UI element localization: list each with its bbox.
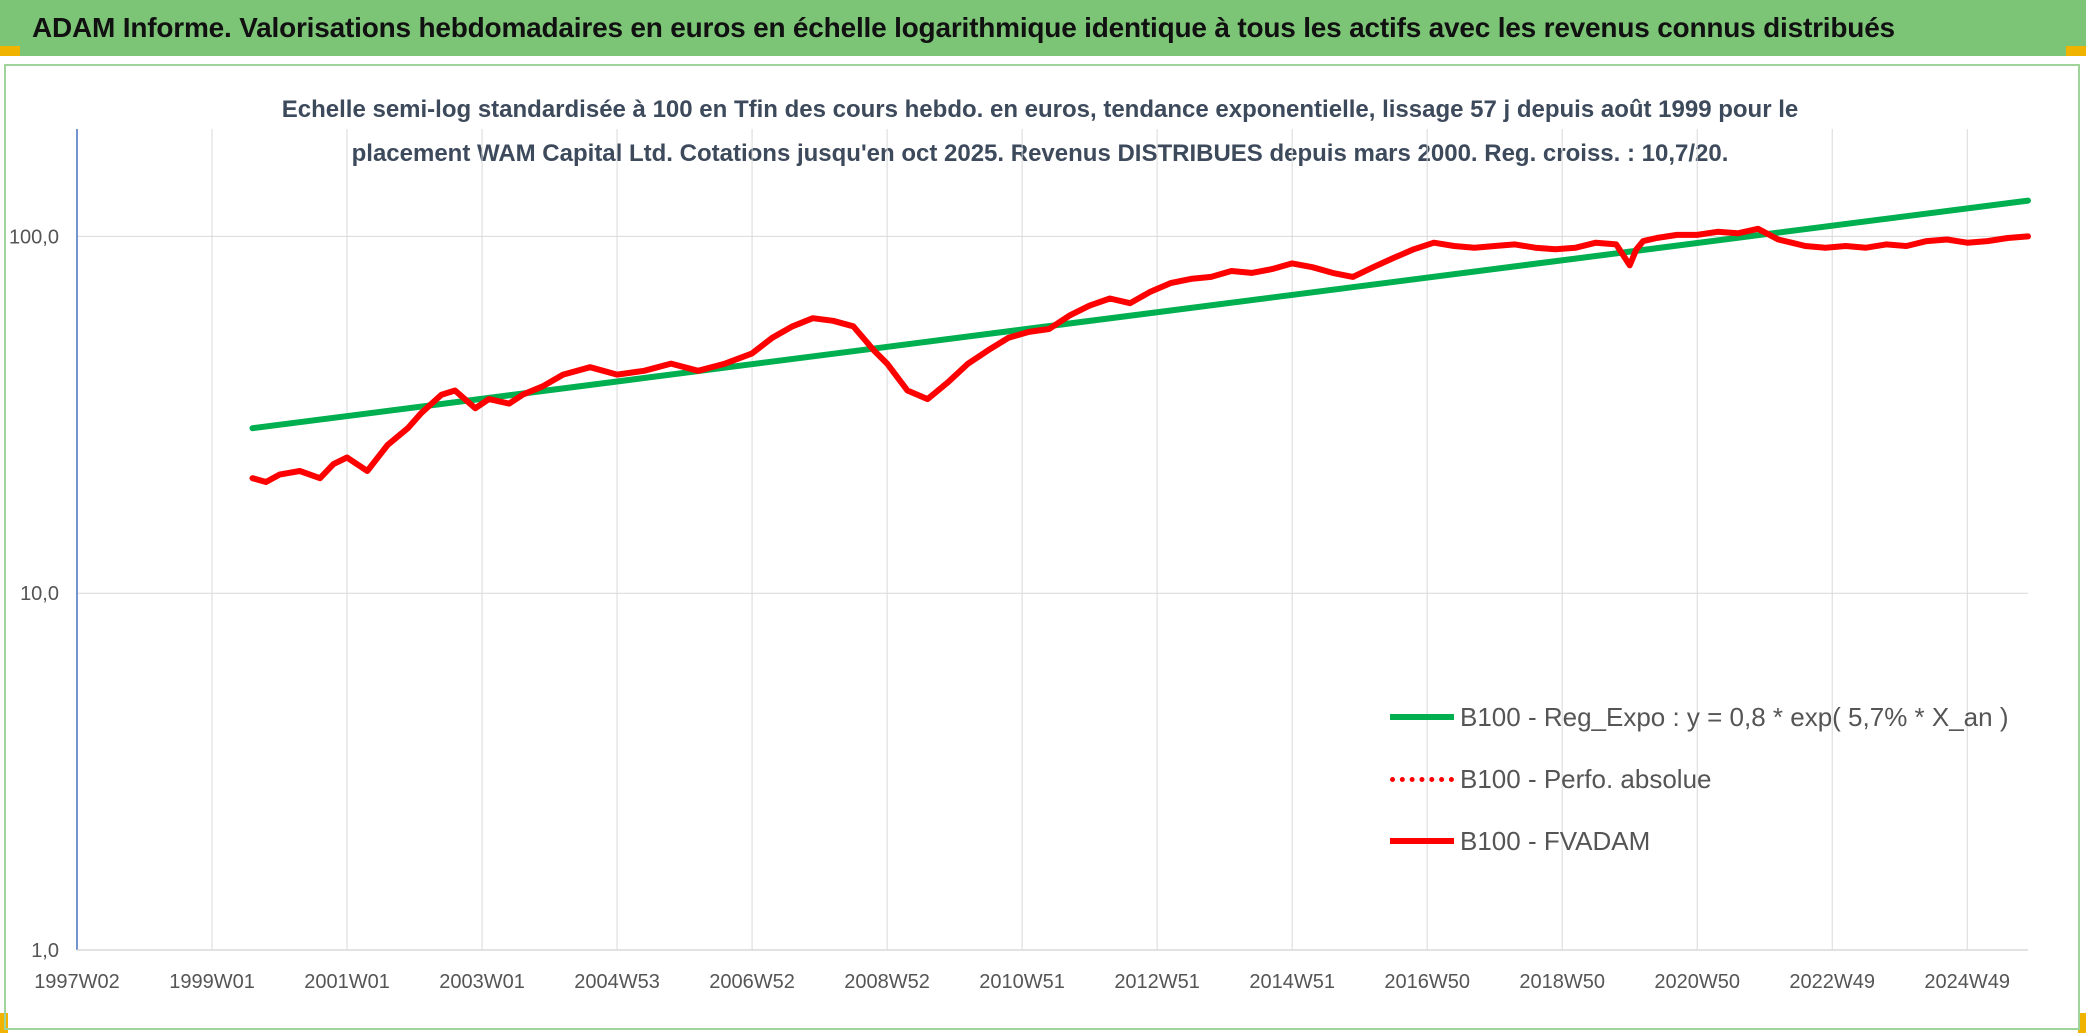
x-tick-label: 2016W50	[1384, 971, 1470, 993]
legend-label-perfo: B100 - Perfo. absolue	[1460, 763, 1712, 794]
legend: B100 - Reg_Expo : y = 0,8 * exp( 5,7% * …	[1390, 686, 2009, 872]
x-tick-label: 2003W01	[439, 971, 525, 993]
legend-label-fvadam: B100 - FVADAM	[1460, 825, 1651, 856]
y-tick-label: 100,0	[9, 226, 59, 248]
series-line-fvadam	[249, 225, 2031, 485]
chart-subtitle-line-1: Echelle semi-log standardisée à 100 en T…	[281, 96, 1799, 123]
legend-swatch-trend	[1390, 714, 1454, 720]
x-tick-label: 2006W52	[709, 971, 795, 993]
trend-line	[249, 197, 2031, 432]
x-tick-label: 1997W02	[34, 971, 120, 993]
x-tick-label: 1999W01	[169, 971, 255, 993]
x-tick-label: 2020W50	[1654, 971, 1740, 993]
x-tick-label: 2022W49	[1789, 971, 1875, 993]
chart-subtitle-line-2: placement WAM Capital Ltd. Cotations jus…	[351, 140, 1729, 167]
chart-subtitle: Echelle semi-log standardisée à 100 en T…	[180, 88, 1900, 176]
x-tick-label: 2024W49	[1924, 971, 2010, 993]
legend-item-trend: B100 - Reg_Expo : y = 0,8 * exp( 5,7% * …	[1390, 686, 2009, 748]
title-banner: ADAM Informe. Valorisations hebdomadaire…	[0, 0, 2086, 56]
legend-item-fvadam: B100 - FVADAM	[1390, 810, 2009, 872]
legend-swatch-fvadam	[1390, 838, 1454, 844]
corner-marker-top-left	[0, 46, 20, 56]
x-tick-label: 2001W01	[304, 971, 390, 993]
y-tick-label: 1,0	[31, 940, 59, 962]
axes	[76, 129, 2028, 951]
x-tick-label: 2012W51	[1114, 971, 1200, 993]
x-tick-label: 2018W50	[1519, 971, 1605, 993]
y-tick-label: 10,0	[20, 583, 59, 605]
x-tick-label: 2004W53	[574, 971, 660, 993]
x-tick-label: 2014W51	[1249, 971, 1335, 993]
chart-frame	[4, 64, 2080, 1030]
tick-labels: 1997W02 1999W01 2001W01 2003W01 2004W53 2006W…	[9, 226, 2010, 993]
x-tick-label: 2010W51	[979, 971, 1065, 993]
x-tick-label: 2008W52	[844, 971, 930, 993]
legend-label-trend: B100 - Reg_Expo : y = 0,8 * exp( 5,7% * …	[1460, 701, 2009, 732]
corner-marker-top-right	[2066, 46, 2086, 56]
legend-item-perfo: B100 - Perfo. absolue	[1390, 748, 2009, 810]
legend-swatch-perfo	[1390, 776, 1454, 782]
corner-marker-bottom-right	[2078, 1013, 2086, 1033]
report-title: ADAM Informe. Valorisations hebdomadaire…	[32, 12, 1895, 43]
data-series	[249, 197, 2031, 485]
